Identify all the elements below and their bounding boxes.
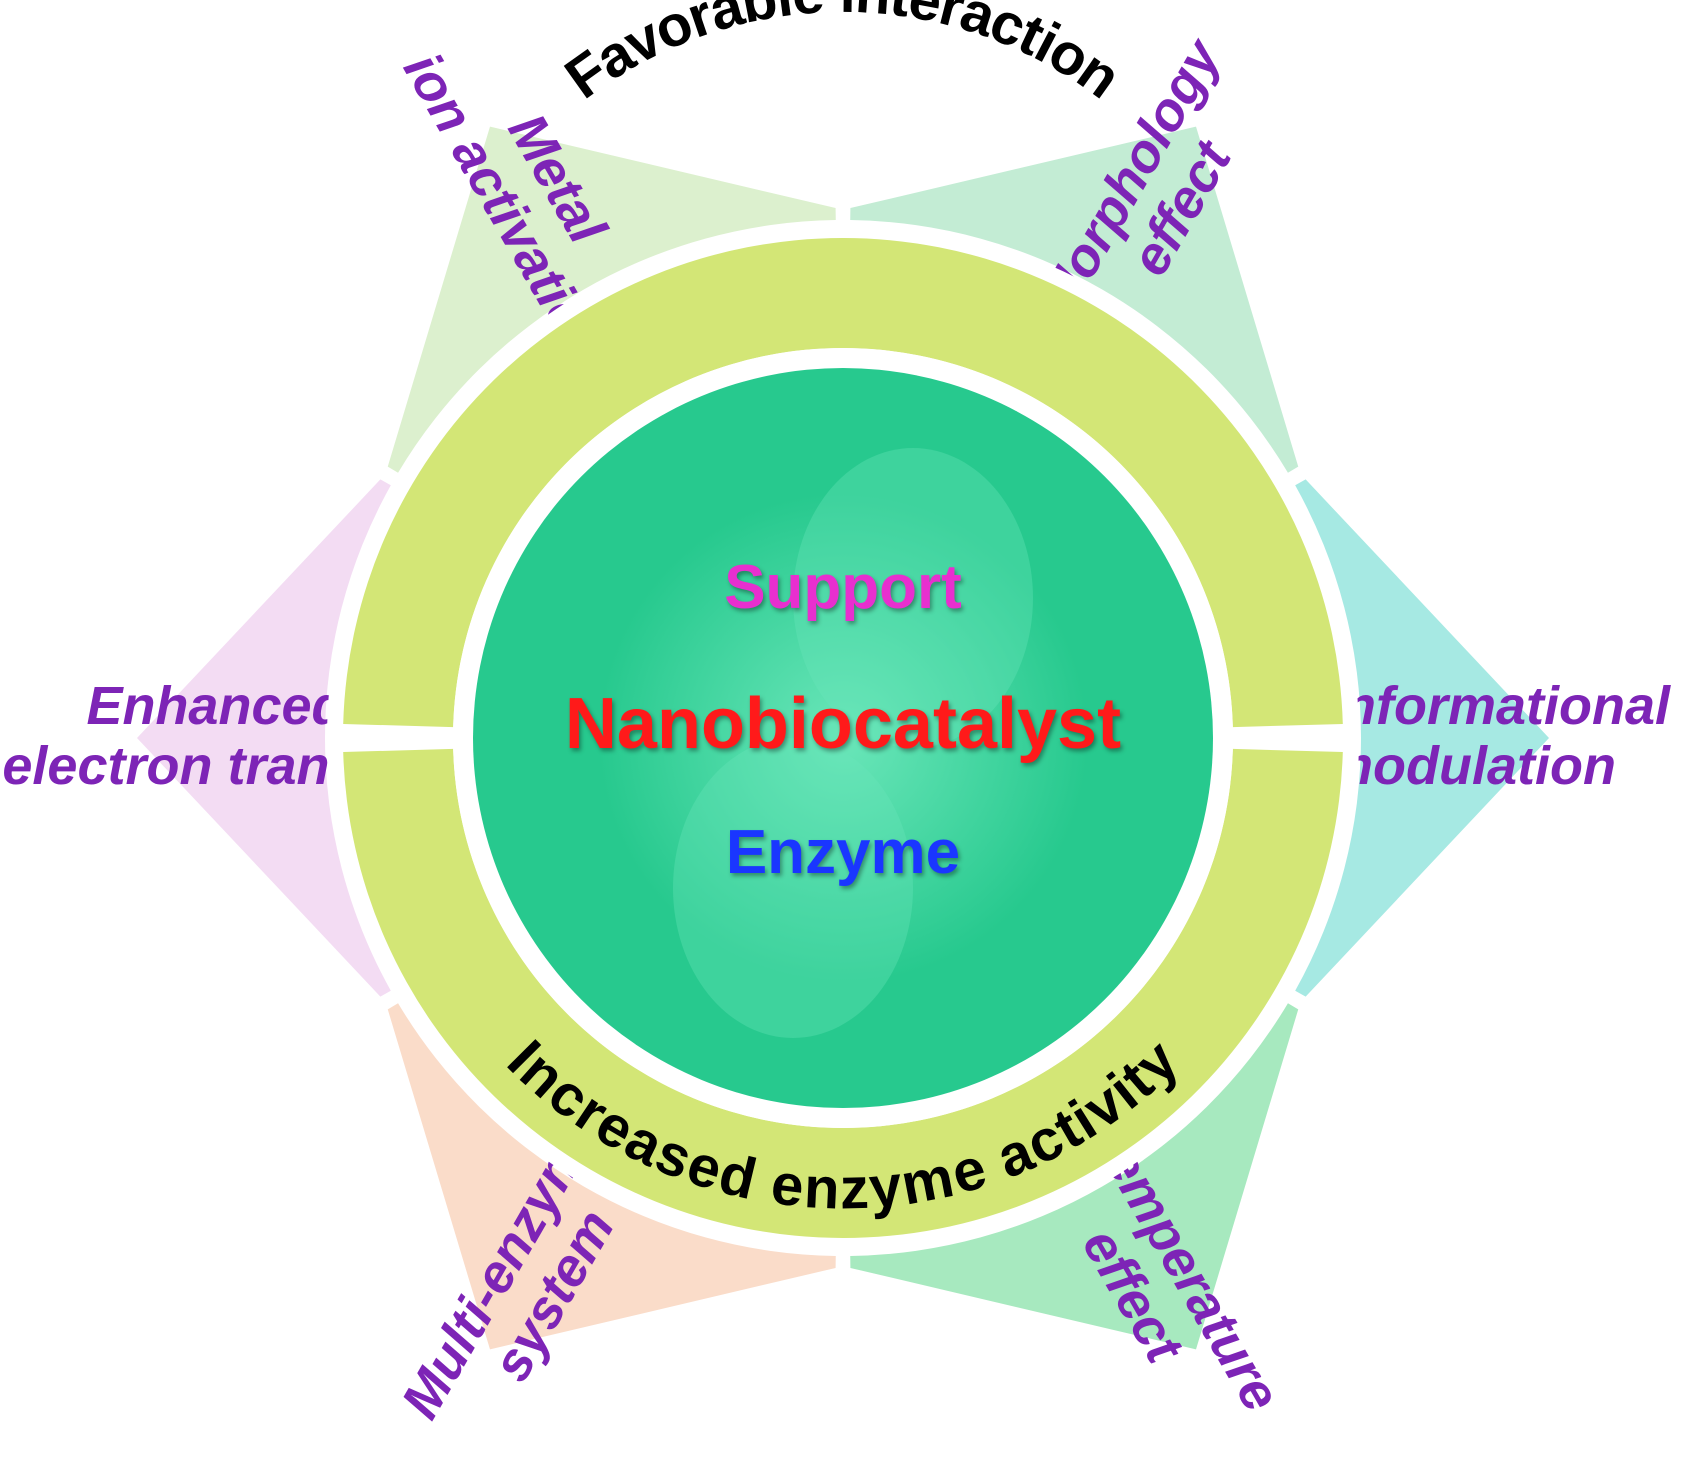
core-label-2: Enzyme	[726, 818, 960, 887]
hexagon-ring-diagram: MorphologyeffectConformationalmodulation…	[0, 0, 1685, 1475]
core-blob-bottom	[673, 738, 913, 1038]
core-label-0: Support	[724, 553, 962, 622]
diagram-stage: MorphologyeffectConformationalmodulation…	[0, 0, 1685, 1475]
ring-top-text: Favorable interaction	[554, 0, 1133, 111]
core-label-1: Nanobiocatalyst	[565, 684, 1121, 764]
